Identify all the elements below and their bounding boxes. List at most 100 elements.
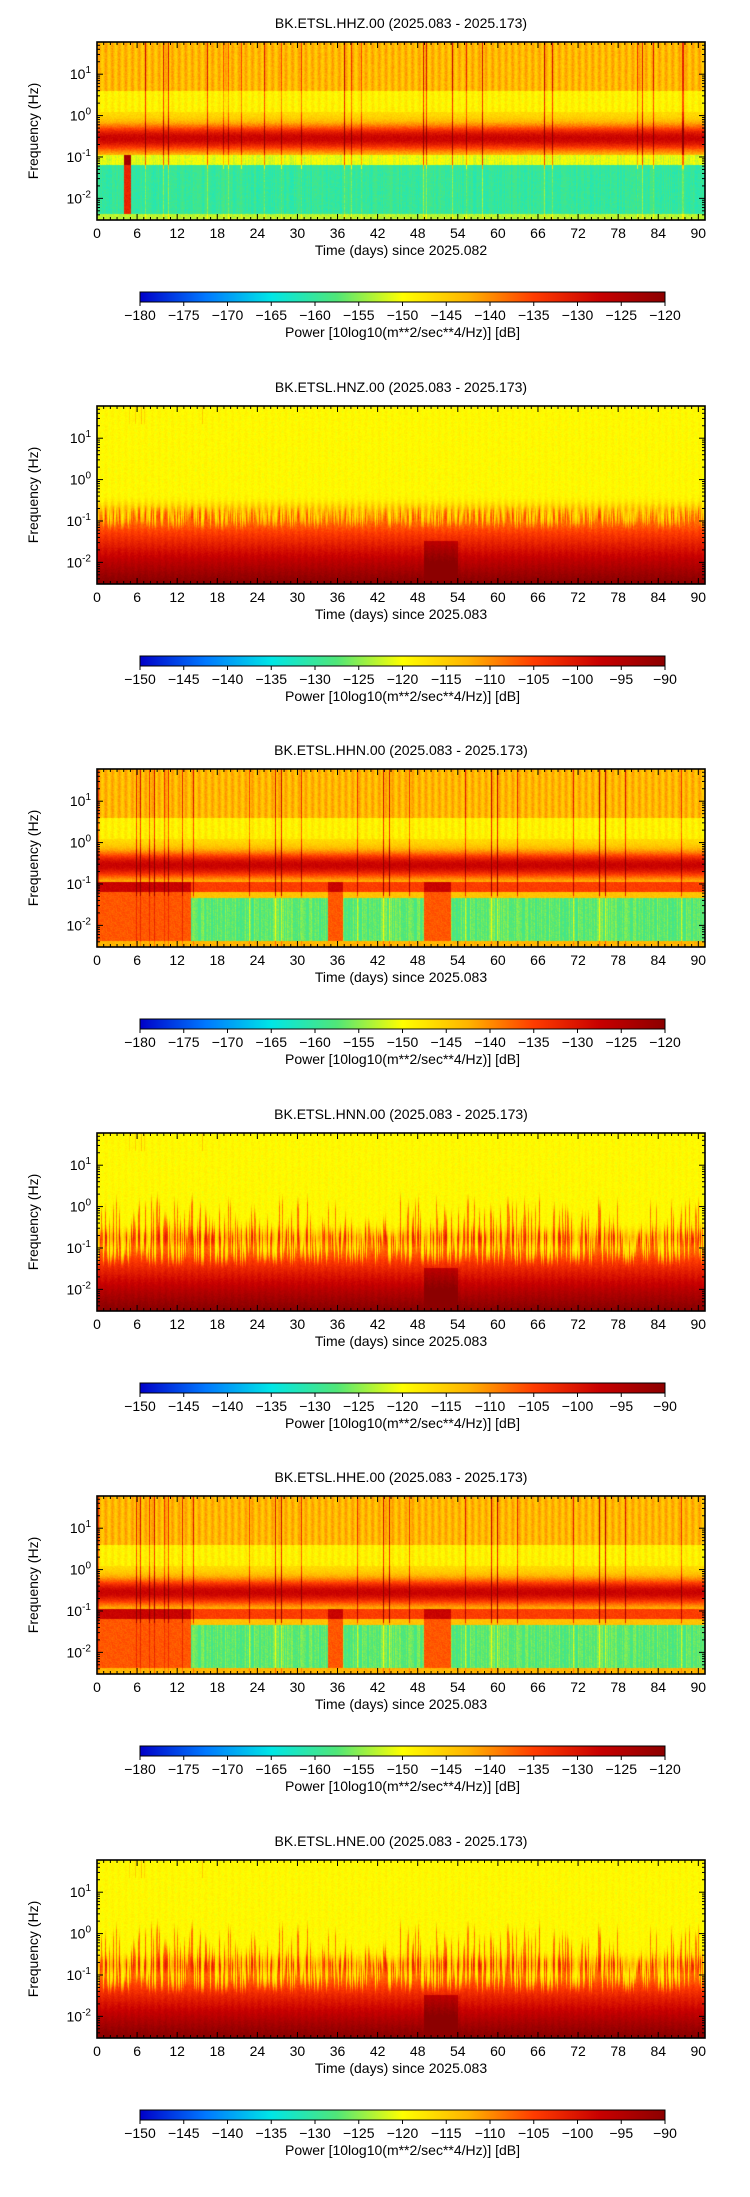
colorbar-tick-label: −120 (649, 307, 681, 323)
x-tick-label: 30 (290, 952, 306, 968)
x-axis-label: Time (days) since 2025.083 (315, 1696, 487, 1712)
spectrogram-panel: BK.ETSL.HNE.00 (2025.083 - 2025.173) 0 6 12… (25, 1833, 706, 2158)
x-tick-label: 54 (450, 2043, 466, 2059)
x-tick-label: 36 (330, 952, 346, 968)
spectrogram-heatmap (97, 1860, 705, 2038)
colorbar (139, 291, 666, 303)
x-tick-label: 12 (169, 1679, 185, 1695)
x-tick-label: 72 (570, 1679, 586, 1695)
x-tick-label: 90 (691, 2043, 707, 2059)
colorbar-label: Power [10log10(m**2/sec**4/Hz)] [dB] (285, 688, 520, 704)
colorbar-label: Power [10log10(m**2/sec**4/Hz)] [dB] (285, 2142, 520, 2158)
colorbar-tick-label: −125 (343, 671, 375, 687)
spectrogram-panel: BK.ETSL.HHZ.00 (2025.083 - 2025.173) 0 6 12… (25, 15, 706, 340)
x-tick-label: 72 (570, 1316, 586, 1332)
x-tick-label: 42 (370, 1316, 386, 1332)
x-tick-label: 24 (250, 1679, 266, 1695)
x-tick-label: 18 (209, 225, 225, 241)
plot-frame (96, 1132, 706, 1312)
colorbar-tick-label: −140 (212, 2125, 244, 2141)
y-tick-label: 10-2 (67, 1643, 92, 1660)
x-tick-label: 90 (691, 589, 707, 605)
colorbar-tick-label: −90 (653, 1398, 677, 1414)
colorbar-tick-label: −175 (168, 1761, 200, 1777)
x-tick-label: 54 (450, 952, 466, 968)
x-tick-label: 0 (93, 225, 101, 241)
colorbar (139, 1382, 666, 1394)
colorbar-tick-label: −100 (562, 671, 594, 687)
y-tick-label: 100 (70, 1925, 92, 1942)
colorbar-tick-label: −145 (430, 1761, 462, 1777)
chart-title: BK.ETSL.HHZ.00 (2025.083 - 2025.173) (275, 15, 527, 31)
colorbar-tick-label: −130 (562, 1761, 594, 1777)
y-tick-label: 100 (70, 1561, 92, 1578)
colorbar-tick-label: −90 (653, 671, 677, 687)
x-tick-label: 48 (410, 1316, 426, 1332)
colorbar-tick-label: −180 (124, 307, 156, 323)
x-tick-label: 84 (650, 952, 666, 968)
x-tick-label: 24 (250, 952, 266, 968)
x-tick-label: 24 (250, 1316, 266, 1332)
colorbar-tick-label: −125 (343, 2125, 375, 2141)
x-tick-label: 18 (209, 952, 225, 968)
x-tick-label: 36 (330, 2043, 346, 2059)
x-tick-label: 78 (610, 2043, 626, 2059)
y-tick-label: 10-2 (67, 916, 92, 933)
y-tick-label: 10-2 (67, 553, 92, 570)
colorbar-tick-label: −145 (430, 1034, 462, 1050)
colorbar-tick-label: −90 (653, 2125, 677, 2141)
y-tick-label: 101 (70, 1156, 92, 1173)
x-tick-label: 66 (530, 1316, 546, 1332)
x-tick-label: 66 (530, 1679, 546, 1695)
spectrogram-panel: BK.ETSL.HHE.00 (2025.083 - 2025.173) 0 6 12… (25, 1469, 706, 1794)
y-tick-label: 100 (70, 107, 92, 124)
x-tick-label: 48 (410, 1679, 426, 1695)
x-tick-label: 90 (691, 225, 707, 241)
x-tick-label: 54 (450, 1679, 466, 1695)
x-tick-label: 12 (169, 952, 185, 968)
x-tick-label: 42 (370, 1679, 386, 1695)
y-tick-label: 101 (70, 792, 92, 809)
x-tick-label: 0 (93, 952, 101, 968)
colorbar-tick-label: −145 (430, 307, 462, 323)
colorbar-tick-label: −130 (562, 307, 594, 323)
y-axis-label: Frequency (Hz) (25, 1537, 41, 1633)
x-tick-label: 72 (570, 952, 586, 968)
colorbar-tick-label: −115 (431, 1398, 462, 1414)
x-tick-label: 54 (450, 589, 466, 605)
plot-frame (96, 768, 706, 948)
y-tick-label: 10-1 (67, 875, 92, 892)
colorbar-tick-label: −155 (343, 307, 375, 323)
x-axis-label: Time (days) since 2025.083 (315, 969, 487, 985)
colorbar-tick-label: −160 (299, 307, 331, 323)
x-tick-label: 0 (93, 1316, 101, 1332)
x-tick-label: 84 (650, 225, 666, 241)
colorbar-tick-label: −120 (387, 2125, 419, 2141)
colorbar-tick-label: −140 (212, 1398, 244, 1414)
spectrogram-panel: BK.ETSL.HNZ.00 (2025.083 - 2025.173) 0 6 12… (25, 379, 706, 704)
x-tick-label: 84 (650, 2043, 666, 2059)
y-tick-label: 101 (70, 1519, 92, 1536)
spectrogram-panel: BK.ETSL.HNN.00 (2025.083 - 2025.173) 0 6 12… (25, 1106, 706, 1431)
spectrogram-heatmap (97, 1496, 705, 1674)
plot-frame (96, 405, 706, 585)
colorbar-tick-label: −95 (609, 671, 633, 687)
x-tick-label: 60 (490, 589, 506, 605)
x-tick-label: 6 (133, 2043, 141, 2059)
y-tick-label: 100 (70, 1198, 92, 1215)
colorbar-tick-label: −150 (387, 1761, 419, 1777)
spectrogram-heatmap (97, 1133, 705, 1311)
x-tick-label: 78 (610, 225, 626, 241)
colorbar-tick-label: −130 (299, 671, 331, 687)
x-tick-label: 18 (209, 1316, 225, 1332)
colorbar-tick-label: −165 (255, 1034, 287, 1050)
x-tick-label: 6 (133, 1316, 141, 1332)
colorbar-tick-label: −150 (387, 1034, 419, 1050)
x-tick-label: 0 (93, 1679, 101, 1695)
x-tick-label: 6 (133, 1679, 141, 1695)
colorbar-tick-label: −180 (124, 1761, 156, 1777)
x-tick-label: 78 (610, 1316, 626, 1332)
x-tick-label: 90 (691, 1316, 707, 1332)
colorbar-tick-label: −140 (474, 1034, 506, 1050)
